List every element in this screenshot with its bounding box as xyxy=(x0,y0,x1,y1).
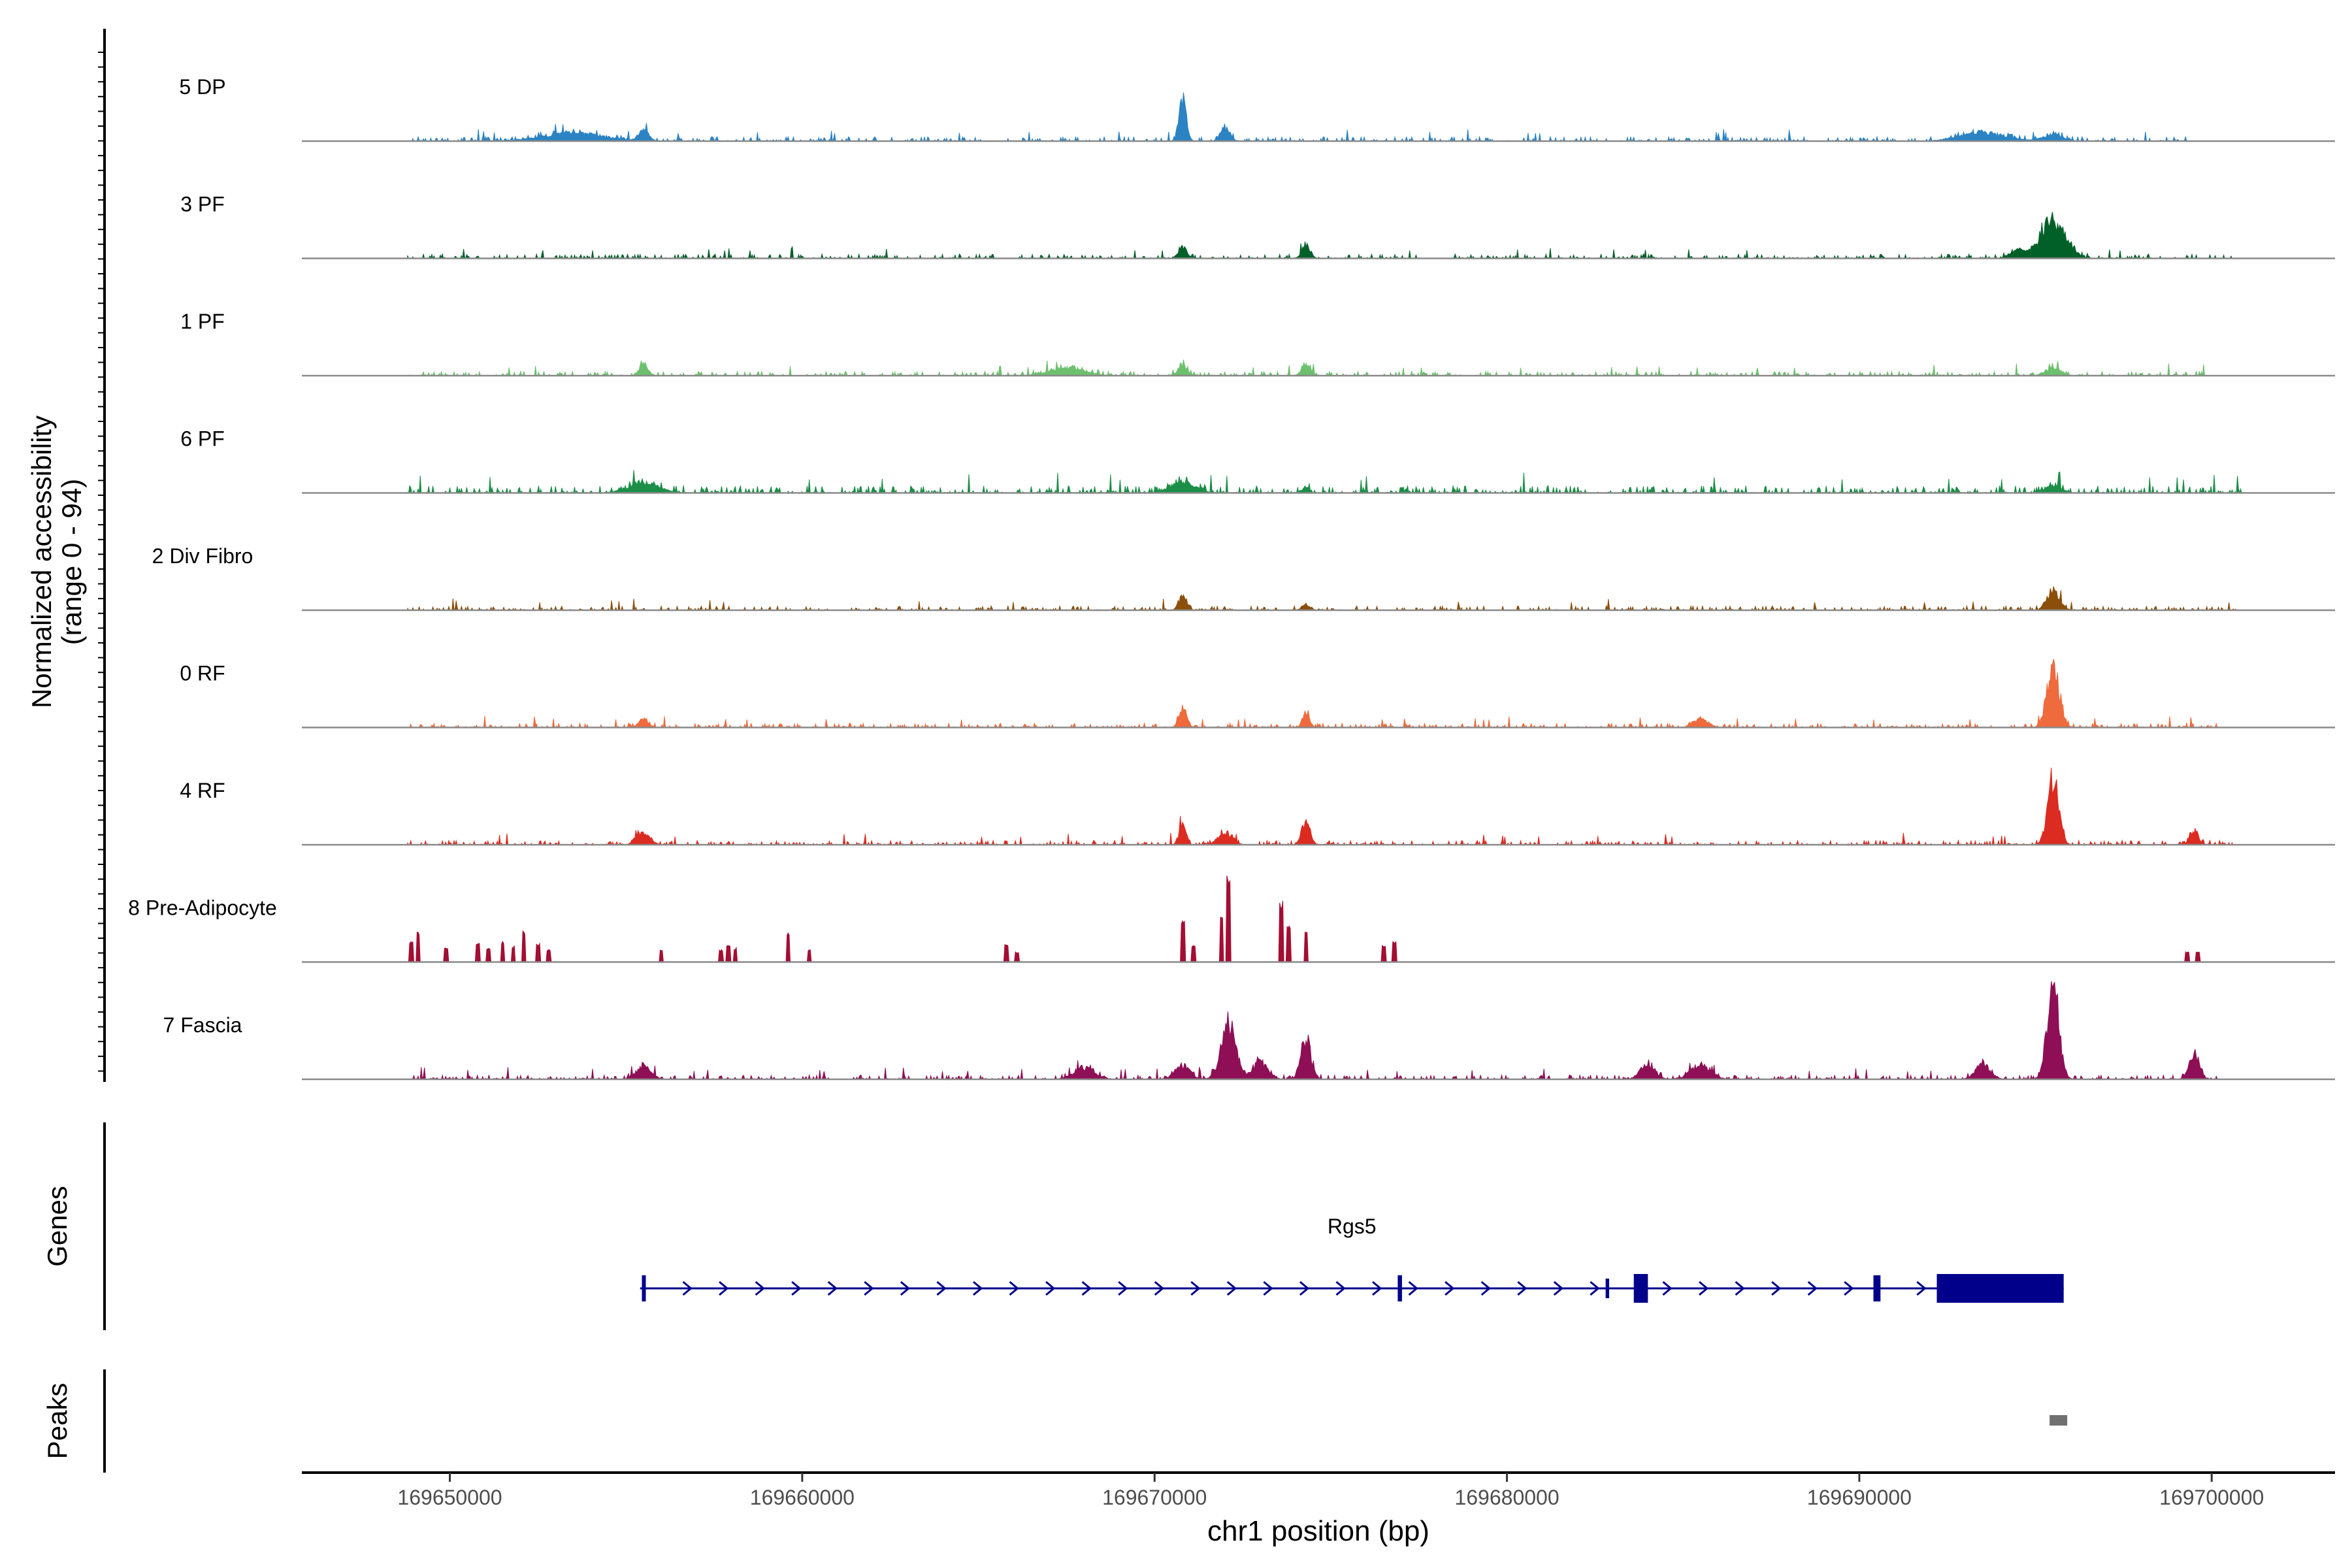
exon xyxy=(642,1275,646,1301)
x-axis: 169650000 169660000 169670000 169680000 1696… xyxy=(302,1471,2335,1509)
strand-arrow xyxy=(1590,1281,1600,1296)
x-tick-label: 169670000 xyxy=(1102,1486,1207,1509)
gene-track: Rgs5 xyxy=(640,1215,2064,1303)
coverage-area xyxy=(407,92,2195,142)
strand-arrow xyxy=(1408,1281,1418,1296)
track-2: 1 PF xyxy=(180,310,2335,377)
x-tick-label: 169700000 xyxy=(2159,1486,2264,1509)
track-label: 3 PF xyxy=(180,193,225,216)
x-tick-label: 169660000 xyxy=(750,1486,855,1509)
strand-arrow xyxy=(864,1281,874,1296)
strand-arrow xyxy=(791,1281,802,1296)
strand-arrow xyxy=(1480,1281,1491,1296)
strand-arrow xyxy=(1081,1281,1092,1296)
strand-arrow xyxy=(1771,1281,1782,1296)
strand-arrow xyxy=(1263,1281,1273,1296)
strand-arrow xyxy=(1154,1281,1165,1296)
exon xyxy=(1936,1274,2064,1303)
exon xyxy=(1873,1275,1881,1301)
strand-arrow xyxy=(1662,1281,1673,1296)
strand-arrow xyxy=(1372,1281,1382,1296)
strand-arrow xyxy=(1299,1281,1310,1296)
y-axis-title: Normalized accessibility xyxy=(26,416,57,708)
coverage-area xyxy=(407,359,2205,377)
strand-arrow xyxy=(1916,1281,1927,1296)
strand-arrow xyxy=(827,1281,838,1296)
strand-arrow xyxy=(1735,1281,1745,1296)
track-3: 6 PF xyxy=(180,427,2335,495)
coverage-tracks: 5 DP 3 PF 1 PF 6 PF 2 Div Fibro 0 RF 4 RF 8 Pre… xyxy=(128,75,2335,1081)
x-tick-label: 169680000 xyxy=(1454,1486,1559,1509)
track-7: 8 Pre-Adipocyte xyxy=(128,875,2335,963)
genes-panel-label: Genes xyxy=(42,1186,73,1267)
exon xyxy=(1397,1275,1402,1301)
strand-arrow xyxy=(936,1281,947,1296)
track-label: 4 RF xyxy=(180,779,225,802)
coverage-area xyxy=(407,875,2212,962)
strand-arrow xyxy=(1553,1281,1564,1296)
strand-arrow xyxy=(1807,1281,1818,1296)
track-4: 2 Div Fibro xyxy=(152,544,2335,612)
track-label: 0 RF xyxy=(180,662,225,685)
strand-arrow xyxy=(1844,1281,1854,1296)
track-6: 4 RF xyxy=(180,767,2335,846)
coverage-area xyxy=(407,659,2219,729)
strand-arrow xyxy=(1190,1281,1201,1296)
strand-arrow xyxy=(719,1281,729,1296)
track-8: 7 Fascia xyxy=(163,981,2335,1081)
strand-arrow xyxy=(1517,1281,1527,1296)
accessibility-y-axis xyxy=(98,29,106,1082)
track-label: 7 Fascia xyxy=(163,1013,242,1037)
strand-arrow xyxy=(1118,1281,1128,1296)
exon xyxy=(1605,1279,1609,1298)
track-0: 5 DP xyxy=(179,75,2335,142)
strand-arrow xyxy=(755,1281,765,1296)
gene-name-label: Rgs5 xyxy=(1328,1215,1377,1238)
x-axis-title: chr1 position (bp) xyxy=(1207,1515,1429,1547)
track-label: 5 DP xyxy=(179,75,225,99)
accessibility-axis-ticks xyxy=(98,52,105,1072)
x-tick-label: 169650000 xyxy=(397,1486,502,1509)
coverage-area xyxy=(407,767,2234,846)
coverage-area xyxy=(407,470,2244,495)
peak-track xyxy=(2050,1415,2068,1426)
track-1: 3 PF xyxy=(180,193,2335,260)
peaks-panel-label: Peaks xyxy=(42,1383,73,1460)
track-label: 2 Div Fibro xyxy=(152,544,253,568)
track-label: 6 PF xyxy=(180,427,225,451)
coverage-area xyxy=(407,981,2219,1081)
strand-arrow xyxy=(972,1281,983,1296)
track-label: 1 PF xyxy=(180,310,225,333)
strand-arrow xyxy=(1699,1281,1709,1296)
y-axis-title-range: (range 0 - 94) xyxy=(56,479,87,645)
coverage-area xyxy=(407,586,2240,612)
track-5: 0 RF xyxy=(180,659,2335,729)
peak-region xyxy=(2050,1415,2068,1426)
strand-arrow xyxy=(1445,1281,1455,1296)
track-label: 8 Pre-Adipocyte xyxy=(128,896,277,920)
strand-arrow xyxy=(682,1281,693,1296)
strand-arrow xyxy=(900,1281,911,1296)
strand-arrow xyxy=(1009,1281,1019,1296)
strand-arrow xyxy=(1226,1281,1237,1296)
coverage-area xyxy=(407,212,2233,260)
x-tick-label: 169690000 xyxy=(1807,1486,1912,1509)
exon xyxy=(1633,1274,1648,1303)
strand-arrow xyxy=(1335,1281,1346,1296)
strand-arrow xyxy=(1045,1281,1056,1296)
